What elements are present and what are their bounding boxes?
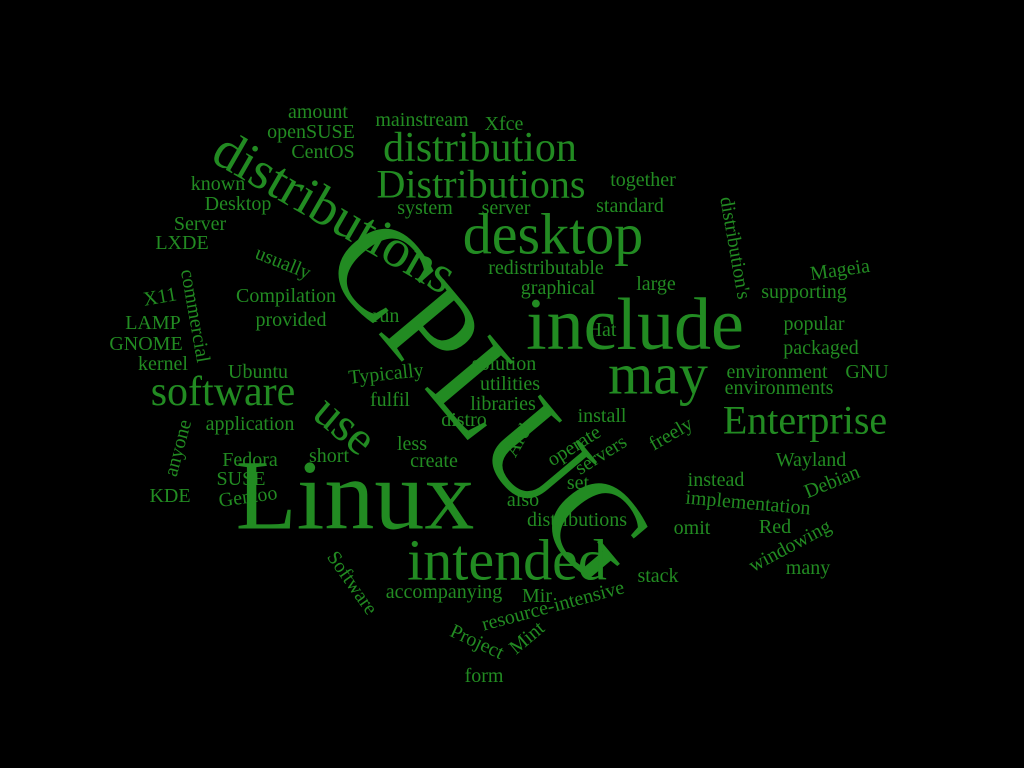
- cloud-word: known: [191, 173, 245, 195]
- cloud-word: environment: [726, 361, 828, 383]
- cloud-word: mainstream: [375, 109, 469, 131]
- cloud-word: Xfce: [485, 113, 524, 135]
- cloud-word: application: [206, 413, 295, 435]
- cloud-word: many: [786, 557, 830, 579]
- cloud-word: desktop: [463, 202, 643, 267]
- cloud-word: X11: [141, 283, 178, 311]
- cloud-word: Hat: [588, 319, 617, 341]
- cloud-word: accompanying: [386, 581, 503, 603]
- cloud-word: may: [608, 342, 708, 407]
- cloud-word: software: [151, 369, 296, 415]
- cloud-word: popular: [783, 313, 844, 335]
- cloud-word: Mir: [522, 585, 552, 607]
- cloud-word: short: [309, 445, 349, 467]
- cloud-word: supporting: [761, 281, 847, 303]
- cloud-word: SUSE: [217, 468, 266, 490]
- cloud-word: large: [636, 273, 676, 295]
- cloud-word: Server: [174, 213, 227, 235]
- cloud-word: Linux: [236, 440, 475, 551]
- cloud-word: system: [397, 197, 453, 219]
- cloud-word: anyone: [160, 417, 196, 479]
- cloud-word: Enterprise: [723, 398, 887, 443]
- cloud-word: instead: [688, 469, 745, 491]
- cloud-word: GNU: [845, 361, 889, 383]
- cloud-word: implementation: [685, 487, 812, 520]
- cloud-word: Fedora: [222, 449, 278, 471]
- cloud-word: server: [482, 197, 531, 219]
- cloud-word: intended: [407, 528, 607, 593]
- cloud-word: Desktop: [205, 193, 272, 215]
- cloud-word: create: [410, 450, 458, 472]
- cloud-word: form: [465, 665, 504, 687]
- cloud-word: fulfil: [370, 389, 410, 411]
- cloud-word: KDE: [149, 485, 190, 507]
- cloud-word: Wayland: [776, 449, 847, 471]
- cloud-word: stack: [637, 565, 678, 587]
- cloud-word: LAMP: [125, 312, 181, 334]
- cloud-word: amount: [288, 101, 348, 123]
- cloud-word: less: [397, 433, 427, 455]
- cloud-word: omit: [674, 517, 711, 539]
- cloud-word: Compilation: [236, 285, 336, 307]
- cloud-word: environments: [725, 377, 834, 399]
- cloud-word: standard: [596, 195, 664, 217]
- cloud-word: libraries: [470, 393, 536, 415]
- cloud-word: also: [507, 489, 539, 511]
- cloud-word: run: [373, 305, 400, 327]
- cloud-word: provided: [255, 309, 326, 331]
- cloud-word: include: [526, 284, 744, 366]
- cloud-word: distribution: [383, 125, 577, 171]
- cloud-word: Distributions: [377, 162, 586, 207]
- cloud-word: CentOS: [291, 141, 354, 163]
- cloud-word: usually: [252, 242, 314, 284]
- cloud-word: together: [610, 169, 676, 191]
- cloud-word: Software: [322, 547, 382, 619]
- cloud-word: install: [578, 405, 627, 427]
- cloud-word: graphical: [521, 277, 596, 299]
- cloud-word: freely: [645, 413, 696, 455]
- cloud-word: solution: [472, 353, 536, 375]
- cloud-word: kernel: [138, 353, 188, 375]
- cloud-word: GNOME: [109, 333, 182, 355]
- cloud-word: redistributable: [488, 257, 604, 279]
- cloud-word: openSUSE: [267, 121, 355, 143]
- cloud-word: Red: [759, 516, 791, 538]
- cloud-word: distro: [441, 409, 487, 431]
- cloud-word: Ubuntu: [228, 361, 288, 383]
- cloud-word: utilities: [480, 373, 540, 395]
- cloud-word: LXDE: [155, 232, 208, 254]
- cloud-word: packaged: [783, 337, 859, 359]
- cloud-word: set: [567, 472, 590, 494]
- cloud-word: distributions: [527, 509, 627, 531]
